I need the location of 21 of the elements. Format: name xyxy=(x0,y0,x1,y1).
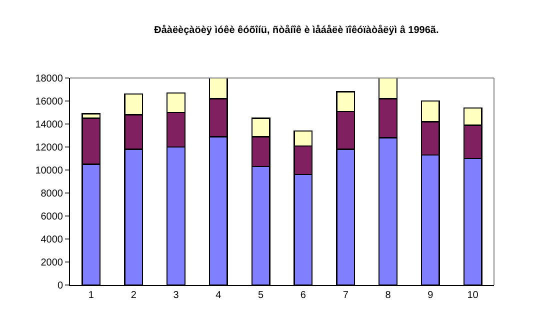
y-tick-label: 18000 xyxy=(35,74,64,84)
y-tick-label: 14000 xyxy=(35,120,64,130)
y-tick-label: 0 xyxy=(57,280,64,292)
x-tick-label: 9 xyxy=(428,290,434,301)
y-tick-label: 12000 xyxy=(35,142,64,154)
x-tick-label: 2 xyxy=(130,290,137,301)
y-tick-label: 6000 xyxy=(40,212,64,222)
y-tick-label: 2000 xyxy=(40,258,64,268)
x-tick-label: 10 xyxy=(467,290,479,301)
y-tick-label: 8000 xyxy=(40,188,64,200)
x-tick-label: 8 xyxy=(385,290,392,301)
y-tick-label: 10000 xyxy=(35,166,64,176)
x-tick-label: 4 xyxy=(216,290,222,301)
chart-title: Ðåàëèçàöèÿ ìóêè êóõîíü, ñòåíîê è ìåáåëè ïîêóïàòåëÿì â 1996ã. xyxy=(154,24,439,36)
x-tick-label: 6 xyxy=(300,290,306,301)
x-tick-label: 1 xyxy=(88,290,94,301)
y-tick-label: 16000 xyxy=(35,96,64,108)
x-tick-label: 3 xyxy=(173,290,180,301)
y-tick-label: 4000 xyxy=(40,234,64,246)
x-tick-label: 7 xyxy=(342,290,349,301)
x-tick-label: 5 xyxy=(258,290,264,301)
